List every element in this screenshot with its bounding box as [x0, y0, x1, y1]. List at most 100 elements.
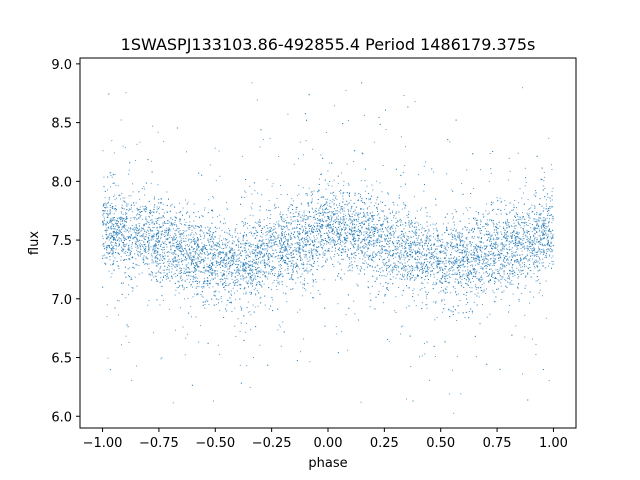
data-point	[522, 217, 524, 219]
data-point	[136, 143, 138, 145]
data-point	[114, 199, 116, 201]
data-point	[433, 171, 435, 173]
data-point	[180, 234, 182, 236]
data-point	[231, 243, 233, 245]
data-point	[326, 224, 328, 226]
data-point	[420, 224, 422, 226]
data-point	[297, 247, 299, 249]
data-point	[448, 270, 450, 272]
data-point	[269, 210, 271, 212]
data-point	[511, 255, 513, 257]
data-point	[283, 243, 284, 245]
data-point	[280, 216, 282, 218]
data-point	[291, 262, 292, 264]
data-point	[452, 263, 454, 265]
data-point	[297, 216, 299, 217]
data-point	[192, 256, 194, 258]
data-point	[396, 264, 398, 266]
data-point	[109, 228, 111, 230]
data-point	[330, 226, 332, 228]
data-point	[217, 242, 219, 244]
data-point	[400, 262, 402, 264]
data-point	[268, 308, 270, 310]
data-point	[255, 267, 256, 269]
data-point	[432, 223, 434, 225]
data-point	[396, 274, 398, 276]
data-point	[323, 214, 324, 216]
data-point	[521, 293, 523, 294]
data-point	[156, 245, 158, 247]
data-point	[360, 270, 361, 272]
data-point	[480, 241, 482, 243]
data-point	[529, 246, 531, 248]
data-point	[216, 262, 218, 264]
data-point	[331, 218, 333, 219]
data-point	[531, 240, 533, 241]
data-point	[520, 227, 522, 229]
data-point	[219, 353, 221, 355]
data-point	[249, 311, 251, 313]
data-point	[507, 281, 508, 283]
data-point	[399, 259, 401, 261]
data-point	[178, 272, 180, 274]
data-point	[545, 205, 547, 207]
data-point	[538, 279, 540, 281]
data-point	[505, 212, 507, 214]
data-point	[206, 263, 208, 265]
data-point	[507, 227, 509, 229]
data-point	[437, 236, 439, 237]
data-point	[152, 125, 154, 127]
data-point	[382, 211, 384, 213]
data-point	[195, 276, 197, 278]
data-point	[196, 264, 198, 266]
data-point	[244, 286, 246, 288]
data-point	[131, 287, 133, 288]
data-point	[160, 217, 162, 219]
data-point	[276, 232, 277, 234]
data-point	[497, 233, 499, 235]
data-point	[478, 237, 480, 239]
data-point	[278, 223, 280, 225]
data-point	[327, 235, 328, 237]
data-point	[115, 225, 117, 227]
data-point	[238, 241, 240, 243]
data-point	[279, 240, 280, 242]
data-point	[249, 291, 251, 293]
data-point	[408, 271, 410, 273]
data-point	[268, 257, 270, 259]
data-point	[256, 222, 258, 224]
data-point	[184, 219, 185, 221]
data-point	[226, 304, 228, 306]
data-point	[118, 268, 120, 270]
data-point	[106, 212, 108, 214]
data-point	[322, 256, 324, 258]
data-point	[311, 230, 313, 232]
data-point	[397, 220, 399, 222]
data-point	[336, 212, 338, 214]
data-point	[177, 228, 179, 229]
data-point	[283, 236, 285, 238]
data-point	[487, 261, 489, 263]
data-point	[194, 243, 195, 245]
data-point	[544, 228, 546, 230]
data-point	[413, 279, 415, 281]
data-point	[117, 252, 119, 254]
data-point	[445, 273, 447, 275]
data-point	[349, 258, 351, 260]
data-point	[333, 211, 335, 213]
data-point	[333, 256, 335, 258]
data-point	[178, 248, 180, 250]
data-point	[411, 256, 413, 258]
data-point	[249, 185, 251, 187]
data-point	[200, 294, 202, 295]
data-point	[204, 304, 206, 305]
data-point	[273, 253, 275, 255]
data-point	[367, 242, 369, 244]
data-point	[121, 219, 123, 221]
data-point	[148, 268, 150, 270]
data-point	[111, 253, 113, 255]
data-point	[151, 274, 153, 276]
data-point	[335, 210, 337, 212]
data-point	[499, 225, 501, 227]
data-point	[497, 246, 499, 248]
